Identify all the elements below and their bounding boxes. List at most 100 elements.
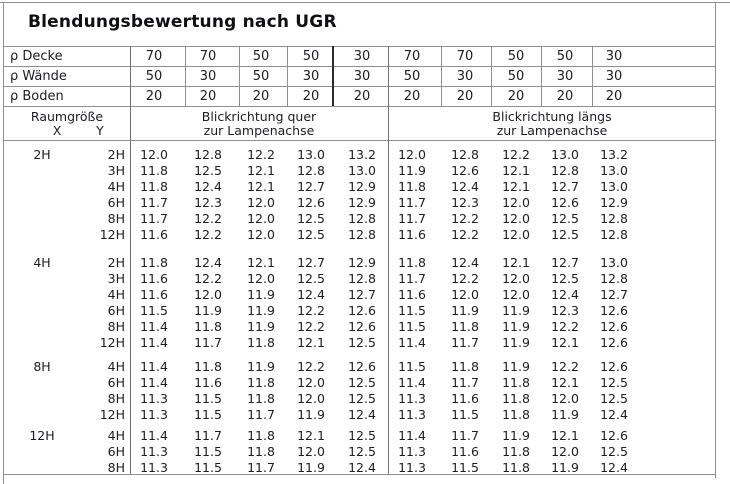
laengs-header-line1: Blickrichtung längs [492,109,612,124]
room-y-value: 12H [99,407,125,422]
rho-column-divider [287,46,288,106]
ugr-value-laengs: 11.4 [398,335,426,350]
ugr-value-quer: 12.6 [297,195,325,210]
ugr-value-quer: 12.0 [247,271,275,286]
ugr-value-quer: 12.1 [247,179,275,194]
ugr-value-laengs: 13.0 [600,179,628,194]
ugr-value-quer: 12.1 [297,335,325,350]
ugr-value-laengs: 11.6 [398,287,426,302]
ugr-value-quer: 12.4 [297,287,325,302]
ugr-value-quer: 11.8 [247,428,275,443]
ugr-value-laengs: 12.8 [551,163,579,178]
ugr-value-quer: 11.5 [194,407,222,422]
border-rho-row-2 [3,86,716,87]
ugr-value-laengs: 12.2 [551,359,579,374]
reflectance-value-laengs: 20 [403,89,421,104]
reflectance-value-laengs: 50 [507,49,525,64]
ugr-value-quer: 11.7 [247,407,275,422]
ugr-value-quer: 12.5 [297,271,325,286]
ugr-value-laengs: 12.3 [451,195,479,210]
ugr-value-quer: 11.6 [140,271,168,286]
ugr-value-laengs: 12.6 [600,359,628,374]
room-size-header: Raumgröße [30,109,104,124]
room-y-value: 2H [107,147,125,162]
reflectance-value-quer: 20 [252,89,270,104]
quer-header-line1: Blickrichtung quer [201,109,317,124]
ugr-value-laengs: 12.6 [600,319,628,334]
ugr-value-laengs: 11.5 [451,460,479,475]
reflectance-value-quer: 50 [302,49,320,64]
ugr-value-quer: 11.9 [247,303,275,318]
ugr-value-quer: 11.8 [247,335,275,350]
ugr-value-laengs: 12.0 [502,227,530,242]
ugr-value-quer: 12.6 [348,303,376,318]
ugr-value-laengs: 11.9 [551,460,579,475]
ugr-value-laengs: 11.7 [398,271,426,286]
ugr-value-quer: 11.8 [140,163,168,178]
ugr-value-quer: 11.4 [140,319,168,334]
ugr-value-quer: 11.9 [247,359,275,374]
ugr-value-quer: 12.0 [194,287,222,302]
ugr-value-quer: 12.5 [348,391,376,406]
ugr-value-laengs: 13.0 [551,147,579,162]
ugr-value-laengs: 12.0 [502,195,530,210]
reflectance-value-laengs: 30 [456,69,474,84]
ugr-value-quer: 12.5 [348,335,376,350]
ugr-value-quer: 11.7 [247,460,275,475]
ugr-value-laengs: 12.8 [600,211,628,226]
reflectance-value-laengs: 70 [456,49,474,64]
ugr-value-quer: 11.5 [194,460,222,475]
ugr-value-laengs: 11.8 [502,375,530,390]
ugr-value-quer: 11.9 [297,407,325,422]
divider-quer-laengs [388,46,389,474]
ugr-value-laengs: 12.6 [551,195,579,210]
ugr-value-laengs: 11.8 [502,444,530,459]
reflectance-value-quer: 20 [302,89,320,104]
room-x-value: 12H [29,428,55,443]
ugr-value-quer: 13.0 [297,147,325,162]
ugr-value-laengs: 11.7 [451,375,479,390]
ugr-value-quer: 12.0 [247,195,275,210]
ugr-value-quer: 12.5 [297,227,325,242]
ugr-value-laengs: 11.7 [451,428,479,443]
ugr-value-laengs: 12.0 [502,211,530,226]
rho-column-divider [491,46,492,106]
ugr-value-laengs: 12.6 [451,163,479,178]
ugr-value-laengs: 12.5 [551,227,579,242]
room-x-value: 2H [33,147,51,162]
reflectance-value-quer: 20 [145,89,163,104]
ugr-value-laengs: 11.9 [502,303,530,318]
reflectance-label: ρ Boden [10,89,64,104]
ugr-value-laengs: 12.2 [502,147,530,162]
border-right [715,2,716,478]
ugr-value-laengs: 12.0 [502,287,530,302]
quer-header-line2: zur Lampenachse [203,123,315,138]
ugr-value-quer: 11.4 [140,375,168,390]
ugr-value-laengs: 11.5 [398,319,426,334]
ugr-value-laengs: 11.8 [451,319,479,334]
ugr-value-laengs: 11.6 [451,444,479,459]
border-left [3,2,4,484]
reflectance-value-laengs: 20 [456,89,474,104]
ugr-value-laengs: 11.9 [502,319,530,334]
ugr-value-laengs: 12.4 [600,460,628,475]
ugr-value-laengs: 12.1 [502,255,530,270]
ugr-value-quer: 11.5 [194,444,222,459]
ugr-value-laengs: 11.5 [398,359,426,374]
ugr-value-quer: 11.9 [194,303,222,318]
ugr-value-quer: 11.3 [140,391,168,406]
reflectance-value-quer: 50 [252,69,270,84]
room-y-value: 2H [107,255,125,270]
reflectance-value-laengs: 20 [556,89,574,104]
ugr-value-laengs: 12.1 [551,335,579,350]
ugr-value-quer: 12.8 [297,163,325,178]
border-top [0,2,730,3]
ugr-value-laengs: 11.8 [451,359,479,374]
ugr-value-laengs: 13.2 [600,147,628,162]
ugr-value-laengs: 12.8 [600,271,628,286]
reflectance-value-laengs: 50 [507,69,525,84]
ugr-value-laengs: 12.4 [600,407,628,422]
ugr-value-laengs: 11.9 [451,303,479,318]
ugr-value-quer: 11.5 [194,391,222,406]
